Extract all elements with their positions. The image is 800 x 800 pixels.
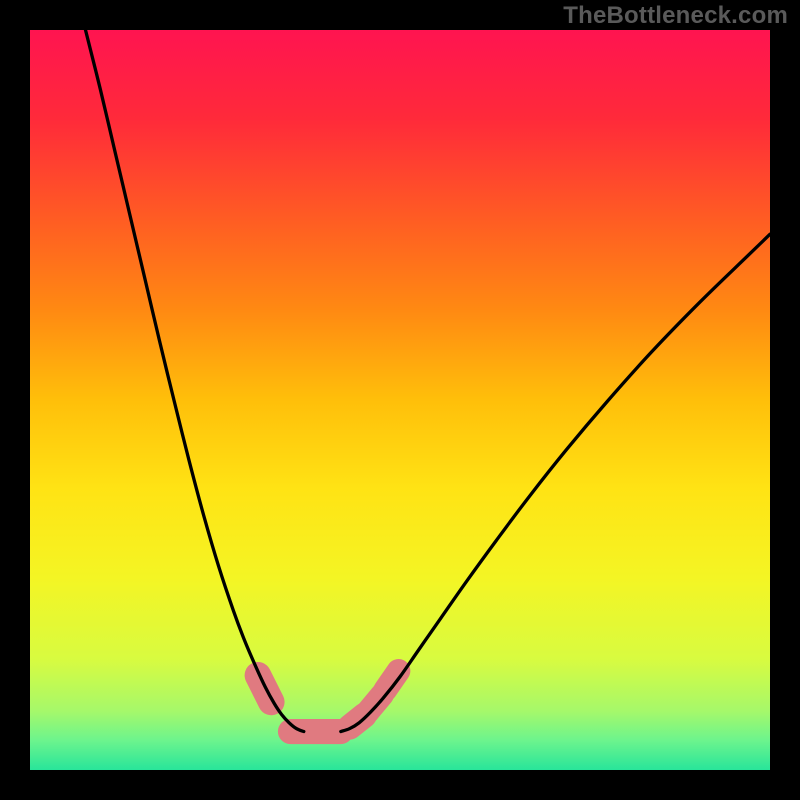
plot-area bbox=[30, 30, 770, 770]
chart-stage: TheBottleneck.com bbox=[0, 0, 800, 800]
plot-svg bbox=[30, 30, 770, 770]
watermark-text: TheBottleneck.com bbox=[563, 2, 788, 30]
plot-background bbox=[30, 30, 770, 770]
